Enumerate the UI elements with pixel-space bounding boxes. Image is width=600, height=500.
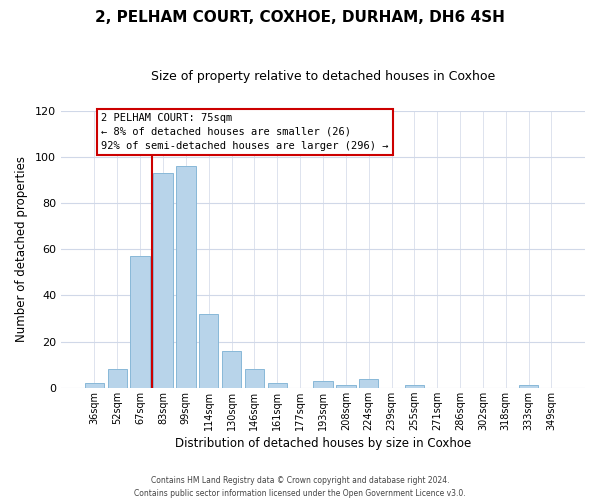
Bar: [268, 383, 287, 388]
Bar: [245, 370, 264, 388]
Bar: [154, 173, 173, 388]
Bar: [336, 386, 356, 388]
Bar: [519, 386, 538, 388]
Text: Contains HM Land Registry data © Crown copyright and database right 2024.
Contai: Contains HM Land Registry data © Crown c…: [134, 476, 466, 498]
Bar: [359, 378, 379, 388]
Title: Size of property relative to detached houses in Coxhoe: Size of property relative to detached ho…: [151, 70, 495, 83]
Text: 2, PELHAM COURT, COXHOE, DURHAM, DH6 4SH: 2, PELHAM COURT, COXHOE, DURHAM, DH6 4SH: [95, 10, 505, 25]
Bar: [107, 370, 127, 388]
Bar: [130, 256, 150, 388]
Bar: [199, 314, 218, 388]
Bar: [404, 386, 424, 388]
Bar: [222, 351, 241, 388]
Bar: [313, 381, 332, 388]
Bar: [176, 166, 196, 388]
X-axis label: Distribution of detached houses by size in Coxhoe: Distribution of detached houses by size …: [175, 437, 471, 450]
Y-axis label: Number of detached properties: Number of detached properties: [15, 156, 28, 342]
Text: 2 PELHAM COURT: 75sqm
← 8% of detached houses are smaller (26)
92% of semi-detac: 2 PELHAM COURT: 75sqm ← 8% of detached h…: [101, 113, 389, 151]
Bar: [85, 383, 104, 388]
